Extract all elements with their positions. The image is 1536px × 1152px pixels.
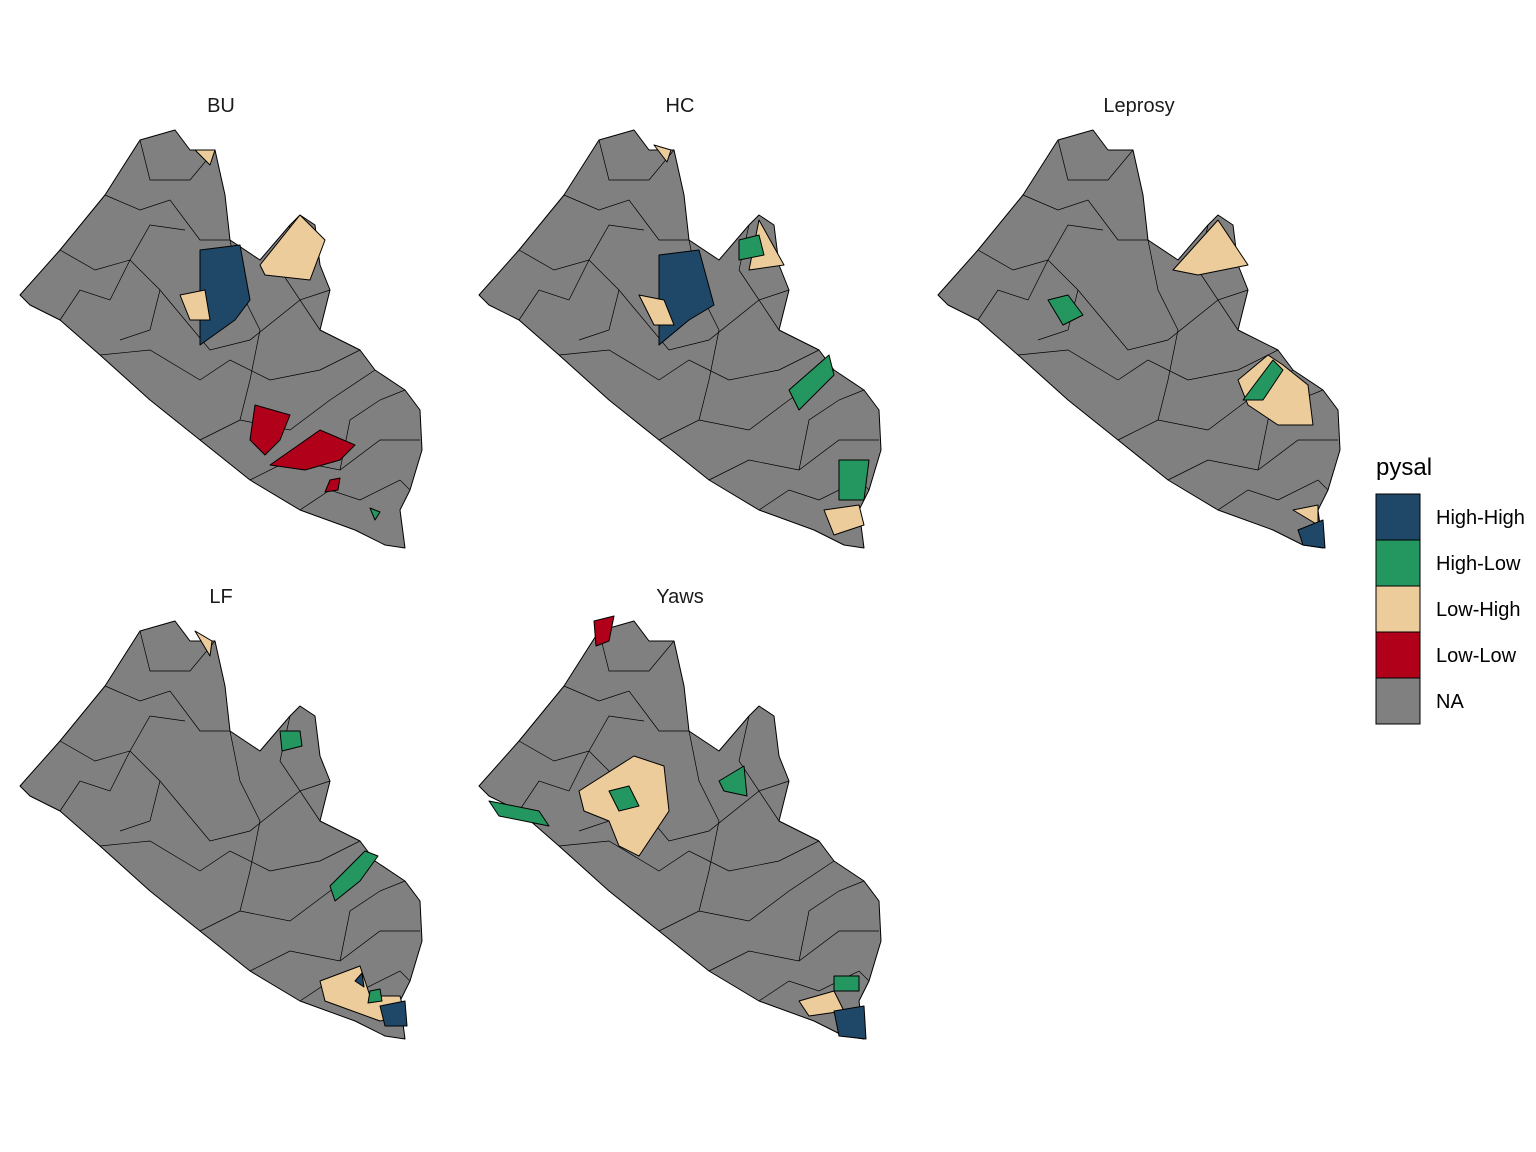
region <box>249 404 291 456</box>
legend-label: Low-High <box>1436 599 1520 621</box>
map-panel <box>19 620 423 1040</box>
region <box>199 244 251 346</box>
legend: pysal High-High High-Low Low-High Low-Low NA <box>1375 454 1525 725</box>
region <box>324 477 341 493</box>
region <box>718 765 748 797</box>
panel-title: HC <box>666 95 695 117</box>
country-outline <box>478 129 882 549</box>
legend-key <box>1375 493 1421 541</box>
region <box>279 730 303 752</box>
region <box>488 800 550 827</box>
region <box>638 294 675 326</box>
panel-title: Yaws <box>656 586 703 608</box>
map-panel <box>937 129 1341 549</box>
legend-key <box>1375 631 1421 679</box>
region <box>259 214 326 281</box>
region <box>608 785 640 812</box>
legend-label: NA <box>1436 691 1464 713</box>
region <box>367 988 383 1004</box>
region <box>1172 219 1249 276</box>
region <box>329 850 379 902</box>
region <box>269 429 356 471</box>
panel-title: LF <box>209 586 232 608</box>
legend-label: Low-Low <box>1436 645 1517 667</box>
legend-label: High-High <box>1436 507 1525 529</box>
country-outline <box>19 129 423 549</box>
legend-label: High-Low <box>1436 553 1521 575</box>
region <box>179 289 211 321</box>
region <box>653 144 672 163</box>
legend-key <box>1375 677 1421 725</box>
legend-title: pysal <box>1376 454 1432 481</box>
region <box>379 1000 408 1027</box>
region <box>1297 519 1326 549</box>
region <box>833 975 860 992</box>
country-outline <box>478 620 882 1040</box>
region <box>1047 294 1084 326</box>
region <box>354 972 365 988</box>
country-outline <box>937 129 1341 549</box>
panel-title: BU <box>207 95 235 117</box>
region <box>1242 359 1284 401</box>
map-panel <box>478 129 882 549</box>
region <box>194 149 216 166</box>
region <box>833 1005 867 1040</box>
region <box>823 504 865 536</box>
region <box>369 507 381 521</box>
region <box>738 234 765 261</box>
region <box>788 354 835 411</box>
region <box>1292 504 1319 526</box>
panel-title: Leprosy <box>1103 95 1174 117</box>
region <box>194 630 213 657</box>
map-panel <box>19 129 423 549</box>
region <box>1237 354 1314 426</box>
region <box>593 615 615 647</box>
map-panel <box>478 615 882 1040</box>
region <box>838 459 870 501</box>
legend-key <box>1375 539 1421 587</box>
legend-key <box>1375 585 1421 633</box>
